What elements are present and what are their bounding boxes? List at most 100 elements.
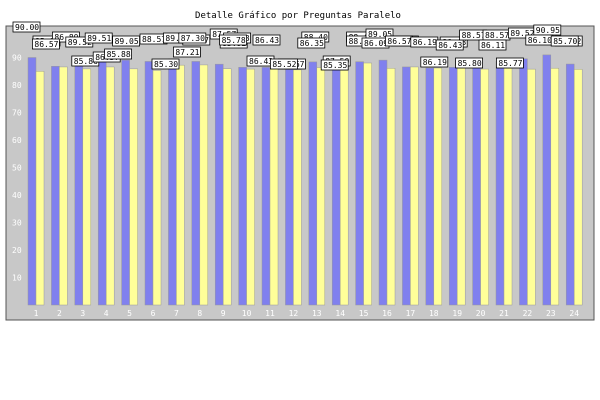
bar-series-1 — [402, 66, 411, 306]
x-tick-label: 21 — [499, 309, 509, 318]
data-label-box — [455, 57, 484, 69]
bar-series-2 — [152, 70, 162, 306]
bar-series-1 — [191, 61, 201, 306]
data-label: 86.57 — [32, 38, 60, 50]
bar-series-1 — [214, 63, 224, 306]
data-label-text: 86.35 — [300, 39, 324, 48]
data-label: 86.43 — [246, 55, 275, 67]
data-labels-layer: 90.0085.0086.8086.5789.5285.8689.5186.57… — [12, 21, 583, 71]
bar-series-2 — [386, 68, 396, 306]
bar-series-1 — [285, 69, 294, 306]
data-label: 86.57 — [384, 35, 413, 47]
data-label-text: 89.52 — [510, 29, 534, 38]
data-label-text: 87.30 — [181, 34, 205, 43]
y-tick-label: 90 — [12, 54, 22, 63]
data-label-box — [420, 56, 449, 68]
bar-series-1 — [472, 61, 481, 306]
data-label-text: 85.52 — [272, 60, 296, 69]
x-tick-label: 8 — [197, 309, 202, 318]
bar-series-2 — [293, 69, 302, 306]
data-label: 90.95 — [533, 24, 562, 36]
data-label: 88.57 — [459, 29, 488, 41]
data-label-text: 88.40 — [304, 33, 328, 42]
data-label-text: 86.19 — [413, 38, 437, 47]
bar-series-1 — [261, 67, 271, 306]
bar-series-2 — [59, 66, 68, 306]
y-tick-label: 40 — [12, 191, 22, 200]
y-tick-label: 60 — [12, 136, 22, 145]
data-label: 86.10 — [525, 34, 554, 46]
x-tick-label: 20 — [476, 309, 486, 318]
data-label-text: 85.88 — [107, 50, 131, 59]
data-label: 85.70 — [550, 35, 579, 47]
bar-series-2 — [35, 71, 45, 306]
x-tick-label: 24 — [569, 309, 579, 318]
data-label: 89.51 — [84, 32, 113, 44]
bar-series-1 — [519, 58, 528, 306]
bar-series-1 — [168, 58, 177, 306]
chart-title: Detalle Gráfico por Preguntas Paralelo — [195, 11, 401, 21]
data-label: 90.00 — [12, 21, 41, 33]
bar-series-1 — [27, 57, 37, 306]
data-label-box — [550, 35, 579, 47]
x-tick-label: 18 — [429, 309, 439, 318]
bar-series-1 — [74, 58, 84, 306]
bar-series-2 — [246, 68, 255, 306]
data-label-box — [495, 57, 524, 69]
data-label-box — [12, 21, 41, 33]
data-label: 86.19 — [420, 56, 449, 68]
x-tick-label: 4 — [104, 309, 109, 318]
data-label: 85.80 — [455, 57, 484, 69]
data-label-box — [320, 59, 349, 71]
data-label: 85.35 — [320, 59, 349, 71]
bars-layer — [27, 54, 583, 306]
bar-series-2 — [573, 69, 583, 306]
x-tick-label: 15 — [359, 309, 369, 318]
bar-series-1 — [355, 61, 364, 306]
bar-series-2 — [410, 66, 419, 306]
x-tick-label: 16 — [382, 309, 392, 318]
data-label-text: 86.09 — [364, 39, 388, 48]
x-tick-label: 17 — [406, 309, 416, 318]
y-tick-label: 20 — [12, 246, 22, 255]
x-tick-label: 5 — [127, 309, 132, 318]
bar-series-1 — [425, 67, 435, 306]
data-label-text: 86.43 — [438, 41, 462, 50]
data-label-text: 89.05 — [115, 37, 139, 46]
x-tick-label: 12 — [289, 309, 299, 318]
x-tick-label: 10 — [242, 309, 252, 318]
y-tick-label: 80 — [12, 81, 22, 90]
x-tick-label: 6 — [151, 309, 156, 318]
data-label-text: 85.78 — [222, 36, 246, 45]
data-label-text: 88.57 — [462, 31, 486, 40]
bar-series-2 — [480, 68, 489, 306]
bar-series-2 — [363, 62, 372, 306]
data-label-text: 89.52 — [68, 38, 92, 47]
bar-series-2 — [316, 67, 326, 306]
data-label: 86.35 — [297, 37, 326, 49]
x-tick-label: 13 — [312, 309, 322, 318]
data-label-box — [219, 34, 248, 46]
x-tick-label: 11 — [265, 309, 275, 318]
bar-series-2 — [129, 68, 138, 306]
data-label-box — [151, 58, 180, 70]
x-tick-label: 14 — [335, 309, 345, 318]
data-label-text: 86.57 — [34, 40, 58, 49]
data-label: 86.43 — [252, 34, 281, 46]
bar-series-2 — [82, 68, 92, 306]
bar-series-1 — [308, 61, 318, 306]
x-tick-labels: 1 2 3 4 5 6 7 8 9 10 11 12 13 14 15 16 17 18 19 20 21 22 23 24 — [34, 309, 580, 318]
y-tick-label: 70 — [12, 109, 22, 118]
data-label-box — [84, 32, 113, 44]
y-tick-label: 30 — [12, 219, 22, 228]
data-label-box — [297, 37, 326, 49]
x-tick-label: 23 — [546, 309, 556, 318]
x-tick-label: 7 — [174, 309, 179, 318]
bar-series-2 — [176, 64, 185, 306]
bar-series-2 — [550, 67, 560, 306]
bar-series-1 — [448, 67, 458, 306]
data-label: 85.52 — [269, 58, 298, 70]
data-label-box — [478, 39, 507, 51]
data-label-text: 86.10 — [528, 36, 552, 45]
bar-series-2 — [199, 64, 209, 306]
